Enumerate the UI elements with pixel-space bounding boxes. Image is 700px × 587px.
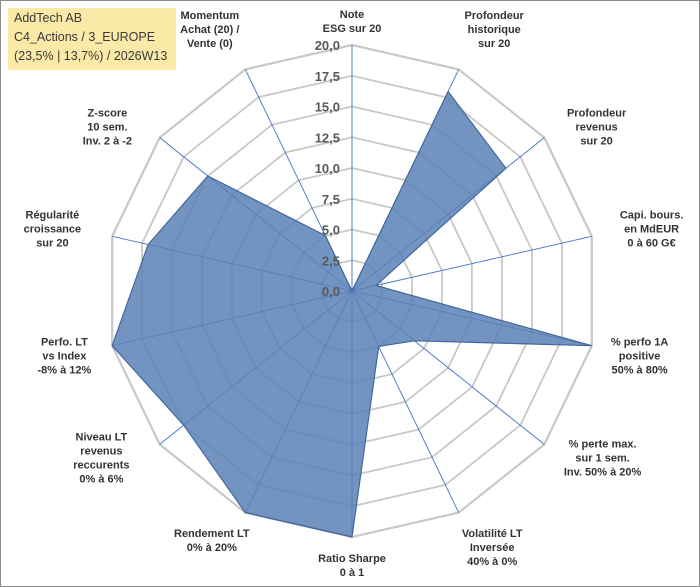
axis-label-line: % perfo 1A: [611, 337, 669, 349]
axis-label-line: revenus: [575, 122, 617, 134]
axis-label-13: Momentum Achat (20) / Vente (0): [180, 10, 239, 50]
axis-label-line: Vente (0): [187, 38, 233, 50]
axis-label-line: positive: [619, 351, 661, 363]
axis-label-1: Profondeur historique sur 20: [465, 10, 525, 50]
axis-label-6: Volatilité LT Inversée 40% à 0%: [462, 528, 523, 568]
axis-label-3: Capi. bours. en MdEUR 0 à 60 G€: [620, 210, 684, 250]
axis-label-10: Perfo. LT vs Index -8% à 12%: [37, 337, 91, 377]
tick-label: 20,0: [315, 38, 340, 53]
axis-label-line: Volatilité LT: [462, 528, 523, 540]
axis-label-line: sur 20: [36, 238, 68, 250]
axis-label-4: % perfo 1A positive 50% à 80%: [611, 337, 669, 377]
axis-label-line: vs Index: [42, 351, 87, 363]
axis-label-line: sur 1 sem.: [575, 452, 629, 464]
radar-tick-labels: 0,0 2,5 5,0 7,5 10,0 12,5 15,0 17,5 20,0: [315, 38, 340, 299]
axis-label-line: 50% à 80%: [611, 365, 667, 377]
tick-label: 5,0: [322, 223, 340, 238]
axis-label-line: Rendement LT: [174, 528, 250, 540]
chart-title-box: AddTech AB C4_Actions / 3_EUROPE (23,5% …: [8, 8, 176, 70]
axis-label-line: sur 20: [580, 136, 612, 148]
axis-label-line: 0% à 6%: [79, 473, 123, 485]
axis-label-5: % perte max. sur 1 sem. Inv. 50% à 20%: [564, 438, 642, 478]
performance-summary: (23,5% | 13,7%) / 2026W13: [14, 49, 168, 63]
tick-label: 7,5: [322, 192, 340, 207]
axis-label-12: Z-score 10 sem. Inv. 2 à -2: [83, 108, 132, 148]
axis-label-line: revenus: [80, 445, 122, 457]
axis-label-line: Ratio Sharpe: [318, 553, 386, 565]
axis-label-8: Rendement LT 0% à 20%: [174, 528, 250, 554]
axis-label-line: Régularité: [26, 210, 80, 222]
axis-label-line: 0 à 60 G€: [627, 238, 675, 250]
axis-label-line: 10 sem.: [87, 122, 127, 134]
tick-label: 0,0: [322, 284, 340, 299]
company-name: AddTech AB: [14, 11, 83, 25]
axis-label-line: Note: [340, 9, 364, 21]
axis-label-line: 0% à 20%: [187, 542, 237, 554]
radar-series: [111, 90, 592, 538]
axis-label-11: Régularité croissance sur 20: [24, 210, 81, 250]
axis-label-0: Note ESG sur 20: [323, 9, 382, 35]
axis-label-9: Niveau LT revenus reccurents 0% à 6%: [73, 431, 129, 485]
axis-label-line: en MdEUR: [624, 224, 679, 236]
axis-label-line: Perfo. LT: [41, 337, 88, 349]
axis-label-line: Profondeur: [567, 108, 627, 120]
axis-label-line: historique: [468, 24, 521, 36]
axis-label-line: Niveau LT: [76, 431, 128, 443]
axis-label-2: Profondeur revenus sur 20: [567, 108, 627, 148]
axis-label-line: Inversée: [470, 542, 515, 554]
axis-label-line: ESG sur 20: [323, 23, 382, 35]
radar-axis-labels: Note ESG sur 20 Profondeur historique sur 20…: [24, 9, 684, 579]
axis-label-line: 40% à 0%: [467, 556, 517, 568]
axis-label-line: croissance: [24, 224, 81, 236]
tick-label: 15,0: [315, 100, 340, 115]
axis-label-line: -8% à 12%: [37, 365, 91, 377]
axis-label-line: Achat (20) /: [180, 24, 239, 36]
tick-label: 2,5: [322, 253, 340, 268]
axis-label-line: reccurents: [73, 459, 129, 471]
category-label: C4_Actions / 3_EUROPE: [14, 30, 156, 44]
axis-label-line: Z-score: [88, 108, 128, 120]
axis-label-line: sur 20: [478, 38, 510, 50]
tick-label: 12,5: [315, 130, 340, 145]
axis-label-line: Profondeur: [465, 10, 525, 22]
tick-label: 17,5: [315, 69, 340, 84]
axis-label-7: Ratio Sharpe 0 à 1: [318, 553, 386, 579]
axis-label-line: Inv. 2 à -2: [83, 136, 132, 148]
axis-label-line: Inv. 50% à 20%: [564, 466, 642, 478]
tick-label: 10,0: [315, 161, 340, 176]
axis-label-line: Capi. bours.: [620, 210, 684, 222]
axis-label-line: Momentum: [180, 10, 239, 22]
axis-label-line: 0 à 1: [340, 567, 364, 579]
axis-label-line: % perte max.: [569, 438, 637, 450]
axis-spoke: [351, 235, 592, 292]
